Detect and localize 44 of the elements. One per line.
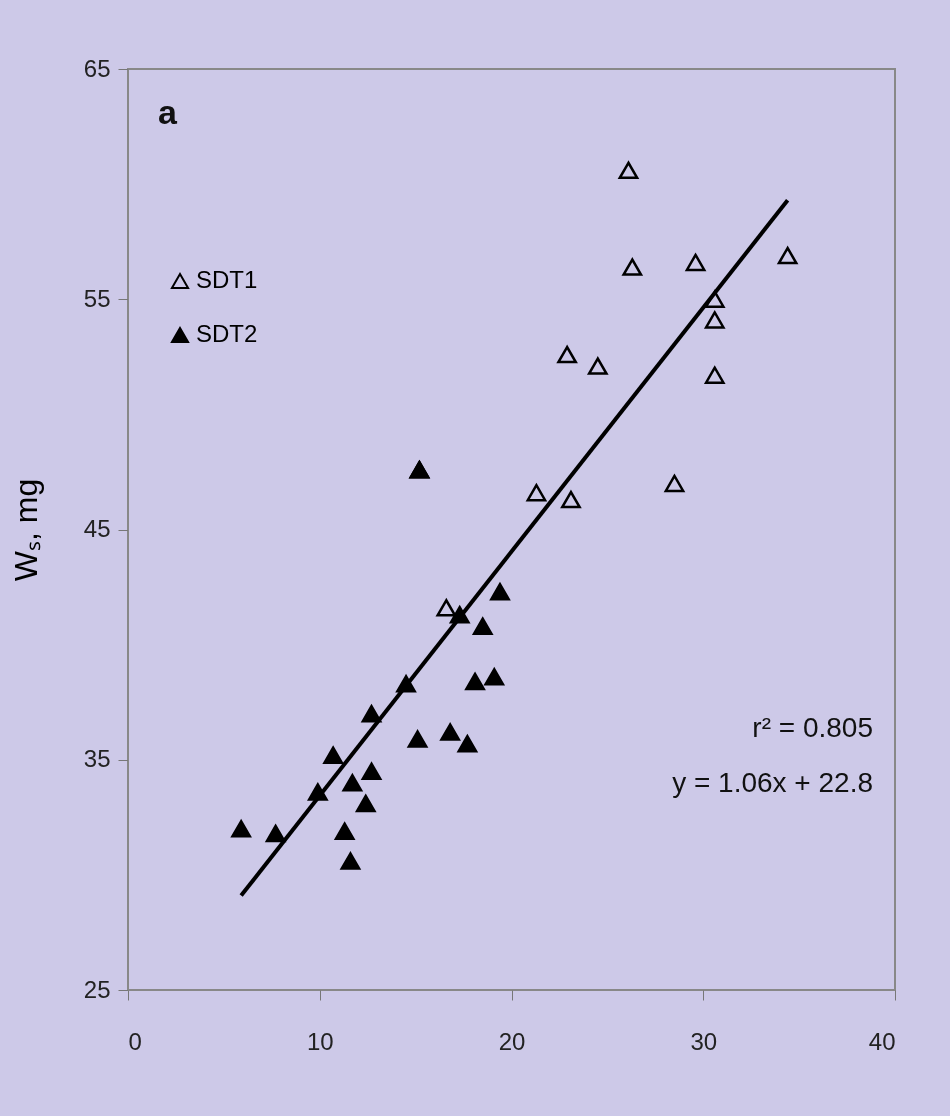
point [323,746,344,764]
point [361,762,382,781]
point [231,820,252,838]
x-tick-label: 30 [690,1027,718,1055]
y-tick-label: 55 [83,284,111,312]
point [457,734,478,753]
point [265,824,286,843]
point [704,366,725,384]
y-tick-label: 35 [83,745,111,773]
point [618,161,639,180]
point [342,774,363,792]
y-tick-label: 25 [83,975,111,1003]
point [490,582,510,601]
point [407,730,428,748]
point [355,794,376,813]
point [472,617,493,635]
legend-label: SDT1 [196,266,258,293]
point [465,672,485,691]
y-axis-title: Wₛ, mg [7,478,44,582]
point [664,474,685,493]
point [334,822,355,840]
point [436,599,457,617]
point [685,253,706,272]
annotation: y = 1.06x + 22.8 [672,767,873,798]
point [587,357,608,375]
x-tick-label: 20 [498,1027,526,1055]
x-tick-label: 0 [128,1027,142,1055]
legend-label: SDT2 [196,320,258,347]
point [440,723,461,741]
x-tick-label: 40 [868,1027,896,1055]
point [484,668,505,686]
y-tick-label: 45 [83,515,111,542]
point [557,345,578,364]
point [622,258,643,276]
x-tick-label: 10 [306,1027,334,1055]
point [340,852,361,870]
point [777,246,798,265]
y-tick-label: 65 [83,54,111,82]
point [704,311,725,329]
point [561,490,581,509]
annotation: a [158,93,178,131]
point [361,704,382,723]
annotation: r² = 0.805 [752,712,873,743]
point [526,483,547,502]
